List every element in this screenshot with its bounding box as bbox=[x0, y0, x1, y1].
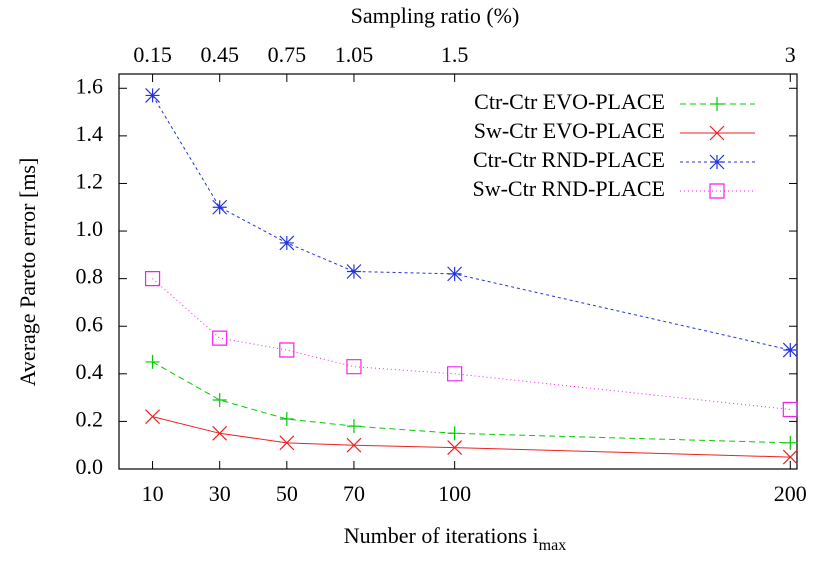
data-point bbox=[447, 426, 462, 441]
data-point bbox=[145, 409, 160, 425]
x-tick-label: 200 bbox=[774, 481, 807, 506]
y-tick-label: 0.8 bbox=[76, 264, 104, 289]
series-line bbox=[152, 278, 791, 411]
data-point bbox=[212, 330, 228, 346]
y-tick-label: 1.6 bbox=[76, 73, 104, 98]
data-point bbox=[279, 435, 295, 451]
y-tick-label: 0.4 bbox=[76, 359, 104, 384]
legend-marker bbox=[709, 154, 725, 170]
data-point bbox=[145, 354, 160, 369]
data-point bbox=[212, 425, 228, 441]
data-point bbox=[279, 342, 295, 358]
legend-marker bbox=[709, 183, 725, 199]
legend-label: Ctr-Ctr EVO-PLACE bbox=[474, 89, 665, 114]
x-tick-label: 50 bbox=[276, 481, 298, 506]
y-tick-label: 0.2 bbox=[76, 406, 104, 431]
y-tick-label: 0.6 bbox=[76, 311, 104, 336]
legend-label: Ctr-Ctr RND-PLACE bbox=[473, 147, 665, 172]
x-axis-title: Number of iterations imax bbox=[344, 523, 566, 554]
legend-label: Sw-Ctr EVO-PLACE bbox=[474, 118, 665, 143]
data-point bbox=[447, 440, 463, 456]
y-tick-label: 1.2 bbox=[76, 169, 104, 194]
legend-marker bbox=[709, 125, 725, 141]
data-point bbox=[447, 366, 463, 382]
data-point bbox=[782, 342, 798, 358]
x2-tick-label: 3 bbox=[785, 42, 796, 67]
data-point bbox=[346, 419, 361, 434]
data-point bbox=[145, 87, 160, 103]
y-tick-label: 1.0 bbox=[76, 216, 104, 241]
data-point bbox=[279, 412, 294, 427]
data-point bbox=[212, 392, 227, 407]
x-tick-label: 100 bbox=[438, 481, 471, 506]
y-axis-title: Average Pareto error [ms] bbox=[15, 158, 40, 387]
x2-axis-title: Sampling ratio (%) bbox=[351, 3, 520, 28]
x2-tick-label: 0.15 bbox=[133, 42, 172, 67]
x-axis-title-sub: max bbox=[539, 537, 567, 554]
data-point bbox=[782, 449, 798, 465]
x-tick-label: 70 bbox=[343, 481, 365, 506]
x2-tick-label: 1.5 bbox=[441, 42, 469, 67]
x2-tick-label: 1.05 bbox=[335, 42, 374, 67]
legend-label: Sw-Ctr RND-PLACE bbox=[472, 176, 665, 201]
x-tick-label: 30 bbox=[209, 481, 231, 506]
data-point bbox=[279, 235, 295, 251]
x-tick-label: 10 bbox=[142, 481, 164, 506]
data-point bbox=[346, 437, 362, 453]
data-point bbox=[782, 401, 798, 418]
series-line bbox=[152, 416, 791, 458]
y-tick-label: 1.4 bbox=[76, 121, 104, 146]
legend-marker bbox=[710, 97, 724, 111]
data-point bbox=[447, 266, 463, 282]
data-point bbox=[144, 271, 161, 287]
data-point bbox=[783, 435, 798, 450]
data-point bbox=[346, 264, 362, 279]
data-point bbox=[346, 359, 362, 375]
series-line bbox=[152, 95, 791, 351]
x-axis-title-main: Number of iterations i bbox=[344, 523, 539, 548]
x2-tick-label: 0.45 bbox=[200, 42, 239, 67]
plot-frame bbox=[118, 73, 798, 470]
data-point bbox=[212, 199, 228, 215]
y-tick-label: 0.0 bbox=[76, 454, 104, 479]
series-line bbox=[152, 361, 791, 444]
x2-tick-label: 0.75 bbox=[268, 42, 307, 67]
